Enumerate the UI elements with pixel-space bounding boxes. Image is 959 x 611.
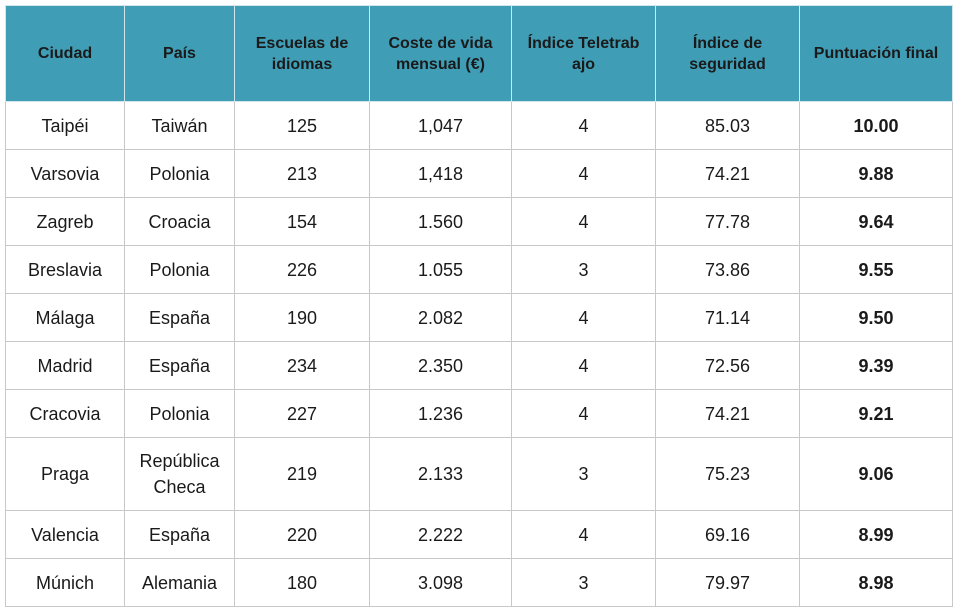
table-cell: 3 — [511, 558, 656, 607]
table-cell: 220 — [234, 510, 370, 559]
table-cell: 4 — [511, 510, 656, 559]
table-row: Cracovia Polonia 227 1.236 4 74.21 9.21 — [5, 389, 953, 438]
table-cell: 227 — [234, 389, 370, 438]
table-row: Zagreb Croacia 154 1.560 4 77.78 9.64 — [5, 197, 953, 246]
table-cell: Múnich — [5, 558, 125, 607]
table-cell: España — [124, 341, 235, 390]
table-cell: 1.055 — [369, 245, 512, 294]
table-row: Breslavia Polonia 226 1.055 3 73.86 9.55 — [5, 245, 953, 294]
final-score-cell: 10.00 — [799, 101, 953, 150]
table-cell: 226 — [234, 245, 370, 294]
table-cell: 2.350 — [369, 341, 512, 390]
table-cell: 1.560 — [369, 197, 512, 246]
column-header: País — [124, 5, 235, 102]
column-header: Índice Teletrabajo — [511, 5, 656, 102]
table-row: Praga República Checa 219 2.133 3 75.23 9.06 — [5, 437, 953, 511]
final-score-cell: 8.98 — [799, 558, 953, 607]
table-cell: 4 — [511, 341, 656, 390]
table-cell: Alemania — [124, 558, 235, 607]
table-cell: 75.23 — [655, 437, 800, 511]
table-cell: 1.236 — [369, 389, 512, 438]
table-cell: Croacia — [124, 197, 235, 246]
table-cell: Zagreb — [5, 197, 125, 246]
table-cell: 4 — [511, 197, 656, 246]
table-cell: 1,418 — [369, 149, 512, 198]
table-cell: 77.78 — [655, 197, 800, 246]
table-cell: 4 — [511, 293, 656, 342]
table-cell: 72.56 — [655, 341, 800, 390]
table-cell: 85.03 — [655, 101, 800, 150]
table-cell: España — [124, 293, 235, 342]
table-cell: 79.97 — [655, 558, 800, 607]
table-cell: Polonia — [124, 389, 235, 438]
table-row: Madrid España 234 2.350 4 72.56 9.39 — [5, 341, 953, 390]
final-score-cell: 9.50 — [799, 293, 953, 342]
table-body: Taipéi Taiwán 125 1,047 4 85.03 10.00 Varsovia P… — [5, 101, 953, 607]
table-cell: 74.21 — [655, 149, 800, 198]
final-score-cell: 9.64 — [799, 197, 953, 246]
table-cell: Málaga — [5, 293, 125, 342]
table-row: Valencia España 220 2.222 4 69.16 8.99 — [5, 510, 953, 559]
final-score-cell: 9.55 — [799, 245, 953, 294]
table-row: Varsovia Polonia 213 1,418 4 74.21 9.88 — [5, 149, 953, 198]
table-row: Málaga España 190 2.082 4 71.14 9.50 — [5, 293, 953, 342]
table-cell: 4 — [511, 101, 656, 150]
table-cell: 3 — [511, 245, 656, 294]
table-header: Ciudad País Escuelas de idiomas Coste de vi… — [5, 5, 953, 102]
table-cell: 125 — [234, 101, 370, 150]
final-score-cell: 8.99 — [799, 510, 953, 559]
table-cell: 3.098 — [369, 558, 512, 607]
table-cell: Cracovia — [5, 389, 125, 438]
table-cell: 1,047 — [369, 101, 512, 150]
table-cell: 73.86 — [655, 245, 800, 294]
table-cell: Taiwán — [124, 101, 235, 150]
data-table: Ciudad País Escuelas de idiomas Coste de vi… — [5, 5, 953, 607]
table-row: Múnich Alemania 180 3.098 3 79.97 8.98 — [5, 558, 953, 607]
column-header: Puntuación final — [799, 5, 953, 102]
table-cell: Praga — [5, 437, 125, 511]
table-cell: 69.16 — [655, 510, 800, 559]
table-cell: Breslavia — [5, 245, 125, 294]
table-cell: 2.133 — [369, 437, 512, 511]
column-header: Ciudad — [5, 5, 125, 102]
table-row: Taipéi Taiwán 125 1,047 4 85.03 10.00 — [5, 101, 953, 150]
table-cell: 180 — [234, 558, 370, 607]
column-header: Índice de seguridad — [655, 5, 800, 102]
table-cell: 74.21 — [655, 389, 800, 438]
table-cell: 154 — [234, 197, 370, 246]
table-cell: Varsovia — [5, 149, 125, 198]
table-cell: Polonia — [124, 245, 235, 294]
column-header: Coste de vida mensual (€) — [369, 5, 512, 102]
table-cell: República Checa — [124, 437, 235, 511]
table-cell: 71.14 — [655, 293, 800, 342]
table-cell: 4 — [511, 149, 656, 198]
final-score-cell: 9.21 — [799, 389, 953, 438]
table-cell: 2.222 — [369, 510, 512, 559]
column-header: Escuelas de idiomas — [234, 5, 370, 102]
table-cell: Valencia — [5, 510, 125, 559]
table-cell: 3 — [511, 437, 656, 511]
table-cell: 4 — [511, 389, 656, 438]
table-cell: Madrid — [5, 341, 125, 390]
table-cell: España — [124, 510, 235, 559]
table-cell: 190 — [234, 293, 370, 342]
final-score-cell: 9.39 — [799, 341, 953, 390]
table-cell: 234 — [234, 341, 370, 390]
table-cell: 2.082 — [369, 293, 512, 342]
final-score-cell: 9.06 — [799, 437, 953, 511]
table-cell: 219 — [234, 437, 370, 511]
table-cell: 213 — [234, 149, 370, 198]
final-score-cell: 9.88 — [799, 149, 953, 198]
table-cell: Polonia — [124, 149, 235, 198]
table-cell: Taipéi — [5, 101, 125, 150]
header-row: Ciudad País Escuelas de idiomas Coste de vi… — [5, 5, 953, 102]
